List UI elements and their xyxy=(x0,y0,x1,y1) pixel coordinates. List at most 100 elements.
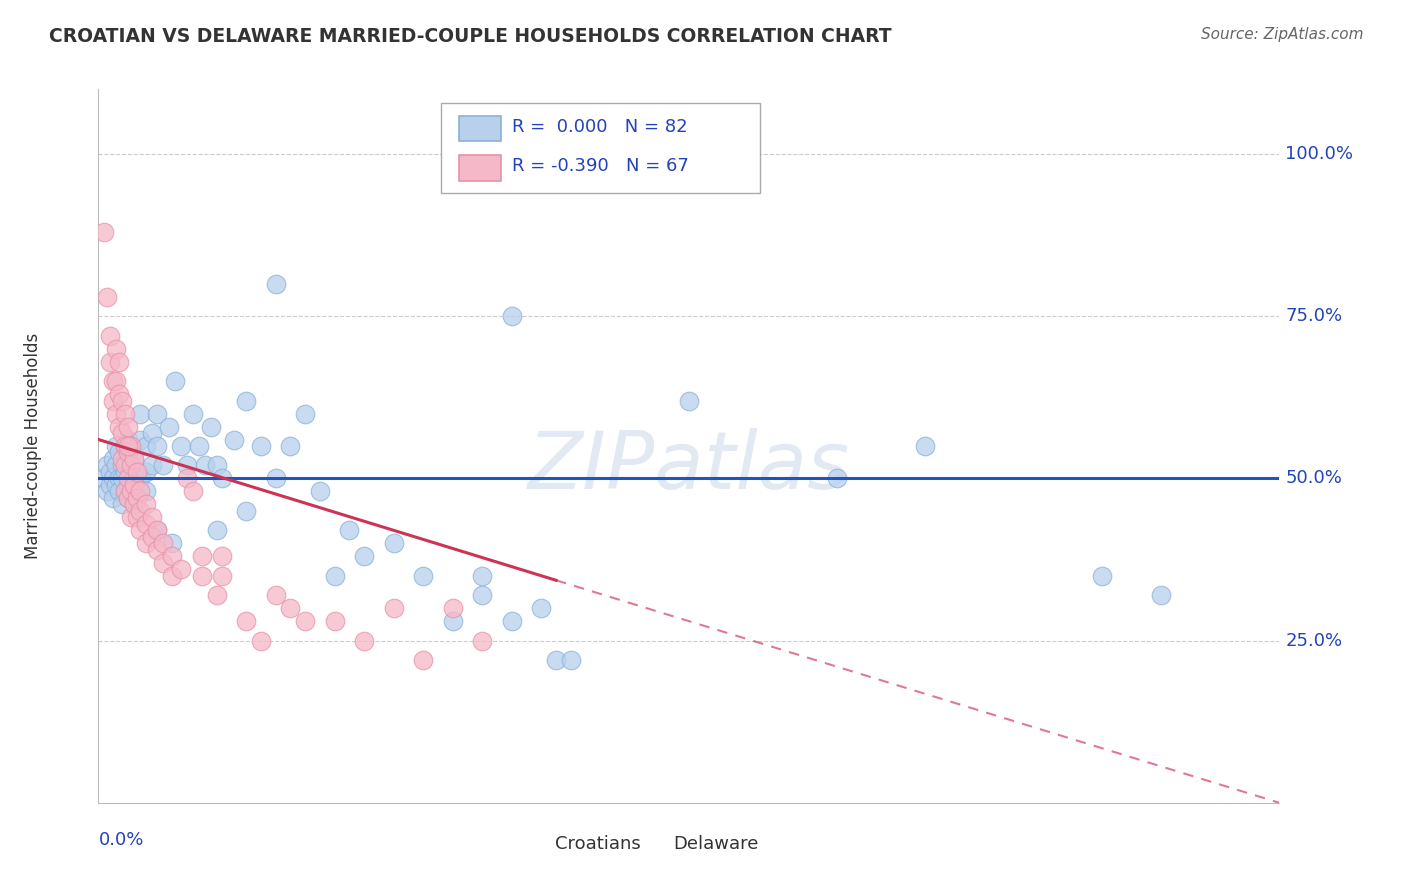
Point xyxy=(103,374,125,388)
Point xyxy=(141,425,163,440)
Point xyxy=(117,433,139,447)
Point xyxy=(471,633,494,648)
Text: 100.0%: 100.0% xyxy=(1285,145,1354,163)
Point xyxy=(250,633,273,648)
Point xyxy=(128,471,150,485)
Point xyxy=(200,419,222,434)
Point xyxy=(98,354,121,368)
Point xyxy=(323,568,346,582)
Point xyxy=(114,465,136,479)
Point xyxy=(235,614,257,628)
Point xyxy=(98,478,121,492)
Point xyxy=(117,419,139,434)
Point xyxy=(135,439,157,453)
Point xyxy=(353,633,375,648)
Point xyxy=(120,484,142,499)
Point xyxy=(111,425,134,440)
Point xyxy=(96,458,118,473)
Point xyxy=(108,471,131,485)
Point xyxy=(235,504,257,518)
Point xyxy=(103,452,125,467)
Point xyxy=(122,452,145,467)
Point xyxy=(678,393,700,408)
Point xyxy=(176,471,198,485)
Point xyxy=(546,653,568,667)
Point xyxy=(135,497,157,511)
Point xyxy=(152,556,174,570)
Point xyxy=(105,458,128,473)
Point xyxy=(382,536,405,550)
Point xyxy=(105,407,128,421)
Text: 75.0%: 75.0% xyxy=(1285,307,1343,326)
Point xyxy=(471,588,494,602)
Point xyxy=(530,601,553,615)
Point xyxy=(105,342,128,356)
Point xyxy=(146,524,169,538)
Point xyxy=(323,614,346,628)
Point xyxy=(117,458,139,473)
Point xyxy=(205,588,228,602)
Point xyxy=(309,484,332,499)
Point xyxy=(98,328,121,343)
Point xyxy=(108,419,131,434)
Point xyxy=(501,614,523,628)
Point xyxy=(211,471,233,485)
Point xyxy=(205,458,228,473)
Point xyxy=(103,491,125,505)
Text: Married-couple Households: Married-couple Households xyxy=(24,333,42,559)
Point xyxy=(128,504,150,518)
Point xyxy=(1091,568,1114,582)
Point xyxy=(224,433,246,447)
Point xyxy=(114,484,136,499)
Text: ZIPatlas: ZIPatlas xyxy=(527,428,851,507)
Point xyxy=(93,225,115,239)
Point xyxy=(108,387,131,401)
Point xyxy=(103,393,125,408)
Point xyxy=(122,497,145,511)
Point xyxy=(441,601,464,615)
Point xyxy=(412,568,434,582)
Point xyxy=(152,458,174,473)
Point xyxy=(264,277,287,291)
Point xyxy=(120,439,142,453)
Point xyxy=(105,374,128,388)
Point xyxy=(146,524,169,538)
Point xyxy=(125,465,148,479)
Point xyxy=(117,491,139,505)
Point xyxy=(146,407,169,421)
Point xyxy=(157,419,180,434)
Text: 0.0%: 0.0% xyxy=(98,831,143,849)
Point xyxy=(125,491,148,505)
Point xyxy=(914,439,936,453)
Point xyxy=(294,407,316,421)
Point xyxy=(125,510,148,524)
Point xyxy=(111,452,134,467)
Point xyxy=(170,562,193,576)
Point xyxy=(382,601,405,615)
Point xyxy=(105,478,128,492)
Point xyxy=(441,614,464,628)
Point xyxy=(111,458,134,473)
Point xyxy=(176,458,198,473)
Point xyxy=(264,471,287,485)
Point xyxy=(165,374,187,388)
Text: R =  0.000   N = 82: R = 0.000 N = 82 xyxy=(512,118,688,136)
Point xyxy=(187,439,209,453)
Point xyxy=(114,439,136,453)
Point xyxy=(128,407,150,421)
Point xyxy=(162,549,183,564)
Point xyxy=(235,393,257,408)
Point xyxy=(280,439,302,453)
Point xyxy=(170,439,193,453)
Point xyxy=(117,445,139,459)
Text: Delaware: Delaware xyxy=(673,835,759,853)
Point xyxy=(122,497,145,511)
Point xyxy=(128,524,150,538)
Point xyxy=(146,542,169,557)
Point xyxy=(560,653,582,667)
Point xyxy=(250,439,273,453)
Text: Source: ZipAtlas.com: Source: ZipAtlas.com xyxy=(1201,27,1364,42)
Point xyxy=(211,549,233,564)
Point xyxy=(1150,588,1173,602)
Point xyxy=(825,471,848,485)
